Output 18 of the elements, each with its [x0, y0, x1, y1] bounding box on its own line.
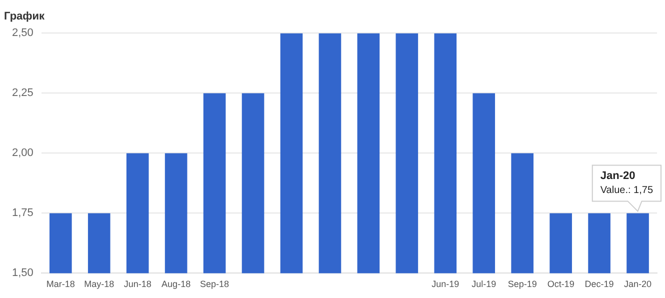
y-tick-label: 1,75	[12, 207, 34, 220]
x-tick-label: Sep-18	[200, 279, 230, 290]
x-tick-label: Mar-18	[46, 279, 75, 290]
annotation: Jan-20 Value.: 1,75	[600, 170, 654, 196]
y-tick-label: 2,50	[12, 27, 34, 40]
x-tick-label: Oct-19	[547, 279, 574, 290]
y-tick-label: 1,50	[12, 267, 34, 280]
y-tick-label: 2,25	[12, 87, 34, 100]
x-tick-label: Jun-19	[432, 279, 460, 290]
x-tick-label: May-18	[84, 279, 114, 290]
x-tick-label: Dec-19	[584, 279, 614, 290]
x-tick-label: Jun-18	[124, 279, 152, 290]
x-tick-label: Jul-19	[472, 279, 496, 290]
x-tick-label: Jan-20	[624, 279, 652, 290]
x-tick-label: Aug-18	[162, 279, 191, 290]
chart-title: График	[4, 10, 46, 23]
y-tick-label: 2,00	[12, 147, 34, 160]
x-tick-label: Sep-19	[508, 279, 537, 290]
